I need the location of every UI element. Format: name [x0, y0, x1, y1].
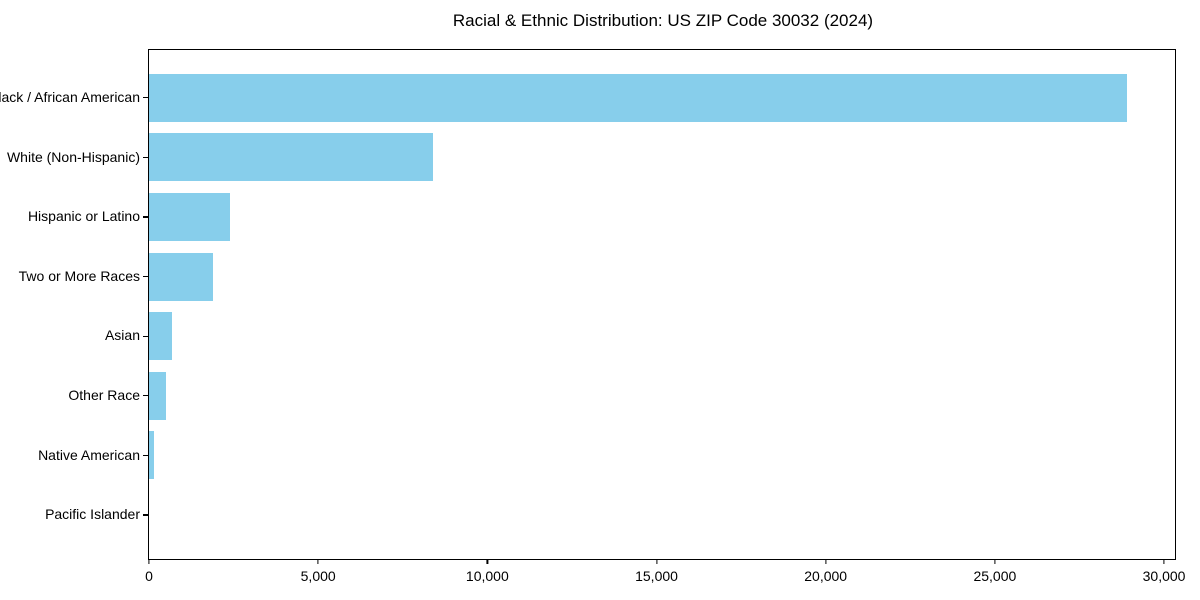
bar	[149, 193, 231, 241]
x-tick-mark	[655, 559, 658, 564]
x-tick-mark	[486, 559, 488, 564]
y-tick-mark	[143, 97, 148, 99]
y-tick-mark	[143, 216, 148, 218]
bar	[149, 371, 166, 420]
y-tick-label: White (Non-Hispanic)	[6, 148, 140, 165]
x-tick-mark	[994, 559, 996, 564]
y-tick-label: Pacific Islander	[45, 506, 140, 523]
x-tick-label: 30,000	[1142, 568, 1186, 584]
chart-title: Racial & Ethnic Distribution: US ZIP Cod…	[452, 11, 874, 30]
bar	[149, 312, 172, 361]
x-tick-label: 10,000	[465, 568, 509, 584]
bar	[149, 431, 155, 480]
y-tick-label: Hispanic or Latino	[27, 208, 140, 225]
x-tick-mark	[317, 559, 319, 564]
y-tick-mark	[143, 156, 148, 158]
y-tick-mark	[143, 276, 148, 278]
y-tick-label: Other Race	[68, 387, 140, 403]
y-tick-mark	[143, 514, 148, 516]
x-tick-mark	[825, 559, 827, 564]
x-tick-label: 20,000	[804, 568, 848, 584]
x-tick-mark	[148, 559, 150, 564]
y-tick-label: Black / African American	[0, 89, 140, 105]
bar	[149, 133, 434, 182]
plot-area: Black / African American White (Non-Hispa…	[0, 49, 1185, 584]
x-tick-label: 15,000	[635, 568, 678, 584]
y-tick-mark	[143, 395, 148, 397]
bar	[149, 252, 214, 301]
x-tick-label: 25,000	[973, 568, 1017, 584]
x-tick-label: 5,000	[300, 568, 336, 584]
y-tick-mark	[143, 335, 148, 337]
y-tick-label: Two or More Races	[18, 267, 140, 284]
y-tick-mark	[143, 454, 148, 456]
bar	[149, 73, 1127, 122]
x-tick-label: 0	[145, 568, 153, 584]
y-tick-label: Asian	[104, 327, 140, 344]
x-tick-mark	[1163, 559, 1165, 564]
y-tick-label: Native American	[38, 446, 140, 463]
